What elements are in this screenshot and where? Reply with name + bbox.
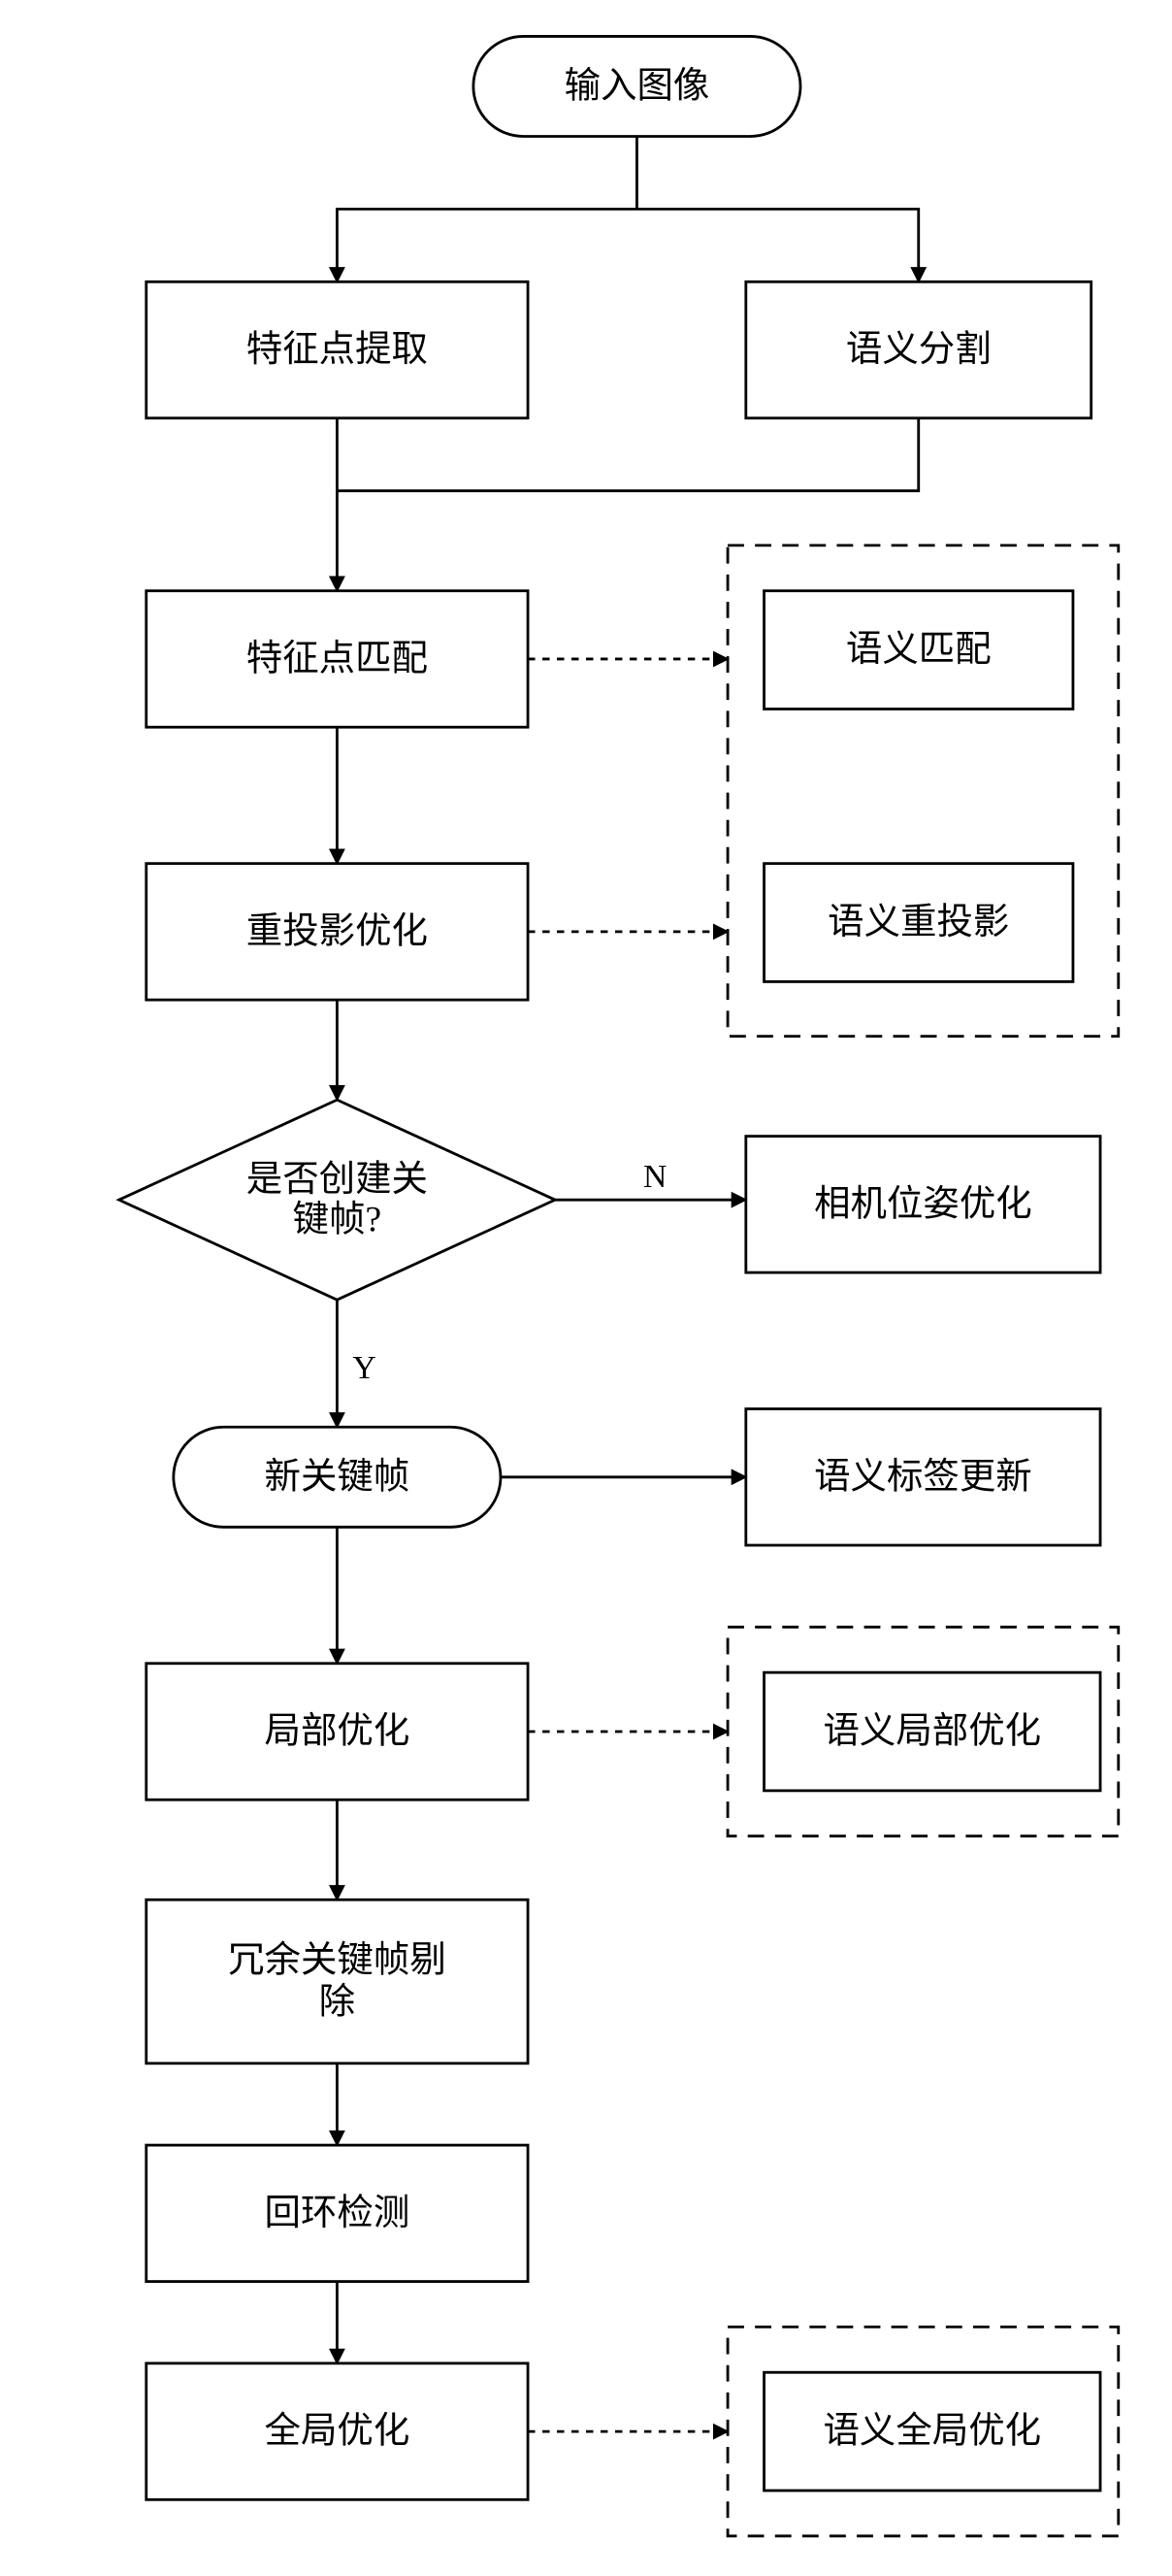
svg-text:语义重投影: 语义重投影 (828, 903, 1009, 942)
node-loop_detect: 回环检测 (146, 2145, 528, 2281)
svg-text:全局优化: 全局优化 (265, 2411, 410, 2452)
svg-text:输入图像: 输入图像 (565, 65, 710, 106)
svg-text:冗余关键帧剔: 冗余关键帧剔 (228, 1939, 446, 1980)
node-global_opt: 全局优化 (146, 2363, 528, 2499)
svg-text:键帧?: 键帧? (293, 1199, 382, 1239)
node-new_keyframe: 新关键帧 (174, 1427, 501, 1527)
svg-text:语义标签更新: 语义标签更新 (814, 1456, 1032, 1497)
svg-text:新关键帧: 新关键帧 (265, 1456, 410, 1497)
svg-text:特征点提取: 特征点提取 (246, 329, 428, 370)
node-feature_extract: 特征点提取 (146, 281, 528, 417)
node-semantic_seg: 语义分割 (746, 281, 1091, 417)
svg-text:相机位姿优化: 相机位姿优化 (814, 1183, 1032, 1224)
node-input: 输入图像 (473, 36, 800, 136)
node-semantic_local: 语义局部优化 (765, 1672, 1100, 1791)
svg-text:是否创建关: 是否创建关 (246, 1159, 428, 1200)
edge (636, 209, 918, 281)
node-label_update: 语义标签更新 (746, 1409, 1100, 1545)
svg-text:语义匹配: 语义匹配 (846, 630, 992, 670)
svg-text:语义分割: 语义分割 (846, 329, 992, 370)
svg-text:回环检测: 回环检测 (265, 2193, 410, 2233)
node-feature_match: 特征点匹配 (146, 591, 528, 727)
svg-text:除: 除 (319, 1982, 355, 2023)
node-local_opt: 局部优化 (146, 1664, 528, 1800)
node-reproj_opt: 重投影优化 (146, 864, 528, 1000)
flowchart-diagram: 输入图像特征点提取 语义分割特征点匹配 语义匹配重投影优化 语义重投影是否创建关键帧?… (0, 0, 1172, 2576)
svg-text:局部优化: 局部优化 (265, 1711, 410, 1752)
node-pose_opt: 相机位姿优化 (746, 1137, 1100, 1272)
svg-text:语义局部优化: 语义局部优化 (823, 1711, 1041, 1752)
node-semantic_match: 语义匹配 (765, 591, 1073, 710)
svg-text:重投影优化: 重投影优化 (246, 911, 428, 951)
edge (337, 418, 918, 491)
node-redundant: 冗余关键帧剔除 (146, 1899, 528, 2064)
edge-label: Y (352, 1350, 375, 1386)
edge-label: N (643, 1159, 667, 1195)
svg-text:语义全局优化: 语义全局优化 (823, 2411, 1041, 2452)
node-semantic_global: 语义全局优化 (765, 2372, 1100, 2491)
node-semantic_reproj: 语义重投影 (765, 864, 1073, 982)
node-decision_keyframe: 是否创建关键帧? (119, 1100, 556, 1300)
svg-text:特征点匹配: 特征点匹配 (246, 639, 428, 678)
edge (337, 209, 636, 281)
